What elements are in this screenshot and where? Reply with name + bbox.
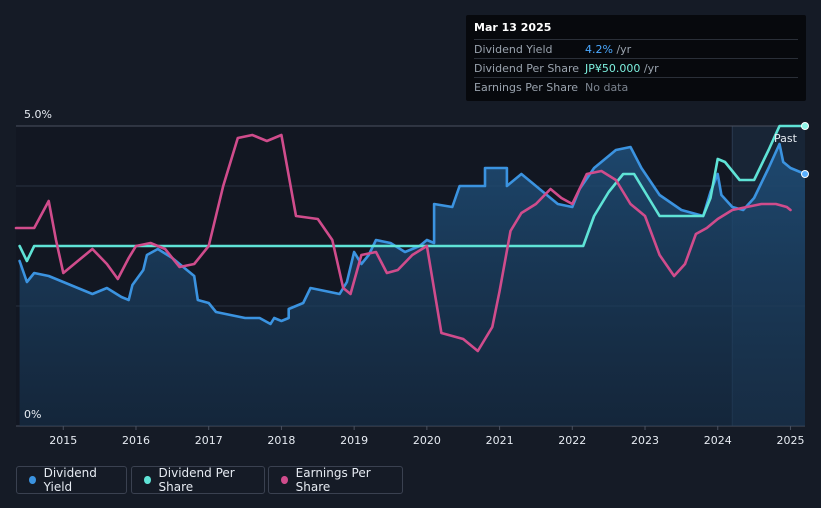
- x-tick-label: 2022: [558, 434, 586, 447]
- legend-earnings-per-share[interactable]: Earnings Per Share: [268, 466, 403, 494]
- tooltip-label: Dividend Yield: [474, 42, 553, 56]
- tooltip-row-earnings-per-share: Earnings Per Share No data: [474, 77, 798, 96]
- x-tick-label: 2015: [49, 434, 77, 447]
- legend-label: Dividend Per Share: [158, 466, 235, 494]
- tooltip-label: Earnings Per Share: [474, 80, 579, 94]
- series-end-marker: [801, 170, 809, 178]
- x-tick-label: 2017: [195, 434, 223, 447]
- tooltip-label: Dividend Per Share: [474, 61, 580, 75]
- x-tick-label: 2023: [631, 434, 659, 447]
- x-tick-label: 2016: [122, 434, 150, 447]
- legend-dot-icon: [29, 476, 36, 484]
- tooltip-value: JP¥50.000 /yr: [585, 61, 659, 75]
- past-label: Past: [774, 132, 798, 145]
- tooltip-value: 4.2% /yr: [585, 42, 632, 56]
- x-tick-label: 2025: [776, 434, 804, 447]
- legend-dot-icon: [144, 476, 151, 484]
- x-tick-label: 2019: [340, 434, 368, 447]
- earnings-per-share-line: [14, 133, 792, 353]
- tooltip-row-dividend-per-share: Dividend Per Share JP¥50.000 /yr: [474, 58, 798, 77]
- legend-label: Earnings Per Share: [295, 466, 371, 494]
- legend-dot-icon: [281, 476, 288, 484]
- x-tick-label: 2021: [486, 434, 514, 447]
- tooltip-row-dividend-yield: Dividend Yield 4.2% /yr: [474, 39, 798, 58]
- y-tick-label: 0%: [24, 408, 41, 421]
- tooltip-value: No data: [585, 80, 629, 94]
- x-tick-label: 2024: [704, 434, 732, 447]
- tooltip-panel: Mar 13 2025 Dividend Yield 4.2% /yr Divi…: [466, 15, 806, 101]
- dividend-per-share-line: [18, 124, 807, 263]
- x-tick-label: 2020: [413, 434, 441, 447]
- dividend-yield-area: [19, 144, 806, 426]
- legend-label: Dividend Yield: [43, 466, 97, 494]
- legend-dividend-yield[interactable]: Dividend Yield: [16, 466, 127, 494]
- x-tick-label: 2018: [267, 434, 295, 447]
- tooltip-date: Mar 13 2025: [474, 21, 552, 34]
- dividend-yield-line: [18, 142, 807, 326]
- y-tick-label: 5.0%: [24, 108, 52, 121]
- series-end-marker: [801, 122, 809, 130]
- legend-dividend-per-share[interactable]: Dividend Per Share: [131, 466, 265, 494]
